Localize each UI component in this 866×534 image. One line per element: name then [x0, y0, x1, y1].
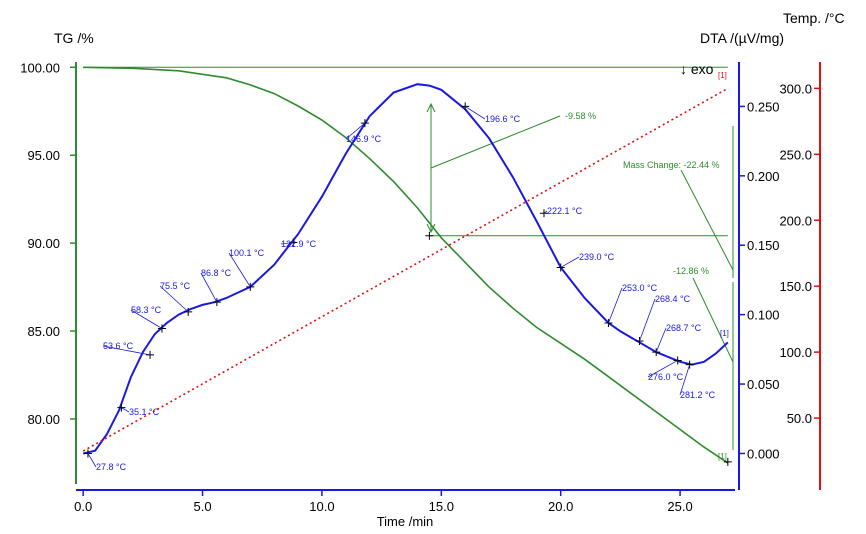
temp-annotation-label: 122.9 °C — [281, 239, 317, 249]
mass-change-leader — [692, 277, 734, 363]
temp-annotation-label: 281.2 °C — [680, 390, 716, 400]
x-axis-label: Time /min — [377, 514, 434, 529]
temp-point-marker — [673, 356, 682, 365]
x-tick-label: 20.0 — [548, 499, 573, 514]
temp-point-marker — [685, 360, 694, 369]
dta-tick-label: 0.000 — [747, 446, 780, 461]
arrow-head-down — [426, 223, 436, 234]
temp-annotation-label: 146.9 °C — [346, 134, 382, 144]
temp-annotation-label: 268.7 °C — [666, 323, 702, 333]
dta-axis-label: DTA /(µV/mg) — [700, 30, 784, 46]
annotation-leader — [647, 360, 678, 378]
mass-change-guides: -9.58 % Mass Change: -22.44 % -12.86 % — [83, 66, 734, 450]
temp-annotation-label: 276.0 °C — [648, 372, 684, 382]
series-layer — [82, 66, 729, 464]
annotation-layer: [1] [1] [1] 27.8 °C 35.1 °C 53.6 °C 58.3 °C 75.… — [83, 71, 732, 472]
temp-annotation-label: 239.0 °C — [579, 252, 615, 262]
annotation-leader — [655, 327, 667, 353]
mass-change-leader — [680, 169, 734, 271]
annotation-leader — [639, 298, 656, 342]
x-tick-label: 25.0 — [667, 499, 692, 514]
end-marker-label: [1] — [720, 329, 729, 338]
temp-annotation-label: 27.8 °C — [96, 462, 127, 472]
mass-change-label: Mass Change: -22.44 % — [623, 160, 720, 170]
annotation-leader — [130, 309, 163, 329]
tg-point-marker — [723, 457, 732, 466]
mass-change-label: -12.86 % — [673, 266, 709, 276]
label-layer: TG /% DTA /(µV/mg) Temp. /°C ↓ exo Time … — [54, 10, 845, 529]
exo-label: ↓ exo — [680, 61, 714, 77]
tg-tick-label: 80.00 — [27, 412, 60, 427]
temp-point-marker — [461, 102, 470, 111]
temp-annotation-label: 35.1 °C — [129, 407, 160, 417]
tg-axis-label: TG /% — [54, 30, 94, 46]
annotation-leader — [543, 210, 548, 214]
tg-tick-label: 90.00 — [27, 236, 60, 251]
temp-axis-label: Temp. /°C — [783, 10, 845, 26]
annotation-leader — [464, 106, 486, 120]
temp-point-marker — [246, 282, 255, 291]
end-marker-label: [1] — [718, 452, 727, 461]
x-tick-label: 10.0 — [309, 499, 334, 514]
temp-point-marker — [635, 337, 644, 346]
annotation-leader — [87, 453, 97, 468]
dta-tick-label: 0.250 — [747, 99, 780, 114]
dta-tick-label: 0.150 — [747, 238, 780, 253]
tg-tick-label: 85.00 — [27, 324, 60, 339]
tg-tick-label: 95.00 — [27, 148, 60, 163]
annotation-leader — [228, 252, 251, 288]
temp-annotation-label: 268.4 °C — [655, 294, 691, 304]
temp-annotation-label: 75.5 °C — [160, 281, 191, 291]
annotation-leader — [560, 256, 580, 268]
temp-annotation-label: 100.1 °C — [229, 248, 265, 258]
temp-annotation-label: 53.6 °C — [103, 341, 134, 351]
x-tick-label: 0.0 — [74, 499, 92, 514]
temp-tick-label: 50.0 — [787, 411, 812, 426]
temp-series-line — [82, 87, 729, 452]
dta-series-line — [82, 83, 729, 455]
tg-point-marker — [425, 231, 434, 240]
temp-annotation-label: 253.0 °C — [622, 283, 658, 293]
arrow-head-up — [426, 102, 436, 113]
temp-point-marker — [556, 263, 565, 272]
temp-tick-label: 100.0 — [779, 345, 812, 360]
annotation-leader — [345, 122, 366, 140]
temp-annotation-label: 196.6 °C — [485, 114, 521, 124]
mass-change-label: -9.58 % — [565, 111, 596, 121]
axes-layer: 80.00 85.00 90.00 95.00 100.00 0.000 0.050 0.10… — [20, 60, 821, 514]
temp-tick-label: 300.0 — [779, 81, 812, 96]
temp-point-marker — [157, 324, 166, 333]
end-marker-label: [1] — [718, 71, 727, 80]
annotation-leader — [102, 345, 151, 356]
annotation-leader — [200, 272, 218, 303]
temp-point-marker — [117, 403, 126, 412]
annotation-leader — [679, 364, 691, 396]
temp-annotation-label: 86.8 °C — [201, 268, 232, 278]
mass-change-leader — [430, 115, 561, 169]
x-tick-label: 15.0 — [429, 499, 454, 514]
temp-annotation-label: 58.3 °C — [131, 305, 162, 315]
temp-tick-label: 200.0 — [779, 213, 812, 228]
tg-series-line — [83, 66, 729, 464]
dta-tick-label: 0.200 — [747, 169, 780, 184]
temp-tick-label: 150.0 — [779, 279, 812, 294]
annotation-leader — [280, 242, 294, 245]
dta-tick-label: 0.100 — [747, 308, 780, 323]
annotation-leader — [608, 287, 623, 324]
tg-tick-label: 100.00 — [20, 60, 60, 75]
dta-tick-label: 0.050 — [747, 377, 780, 392]
annotation-leader — [121, 407, 130, 413]
x-tick-label: 5.0 — [194, 499, 212, 514]
temp-tick-label: 250.0 — [779, 147, 812, 162]
annotation-leader — [159, 285, 189, 313]
temp-point-marker — [604, 318, 613, 327]
temp-annotation-label: 222.1 °C — [547, 206, 583, 216]
